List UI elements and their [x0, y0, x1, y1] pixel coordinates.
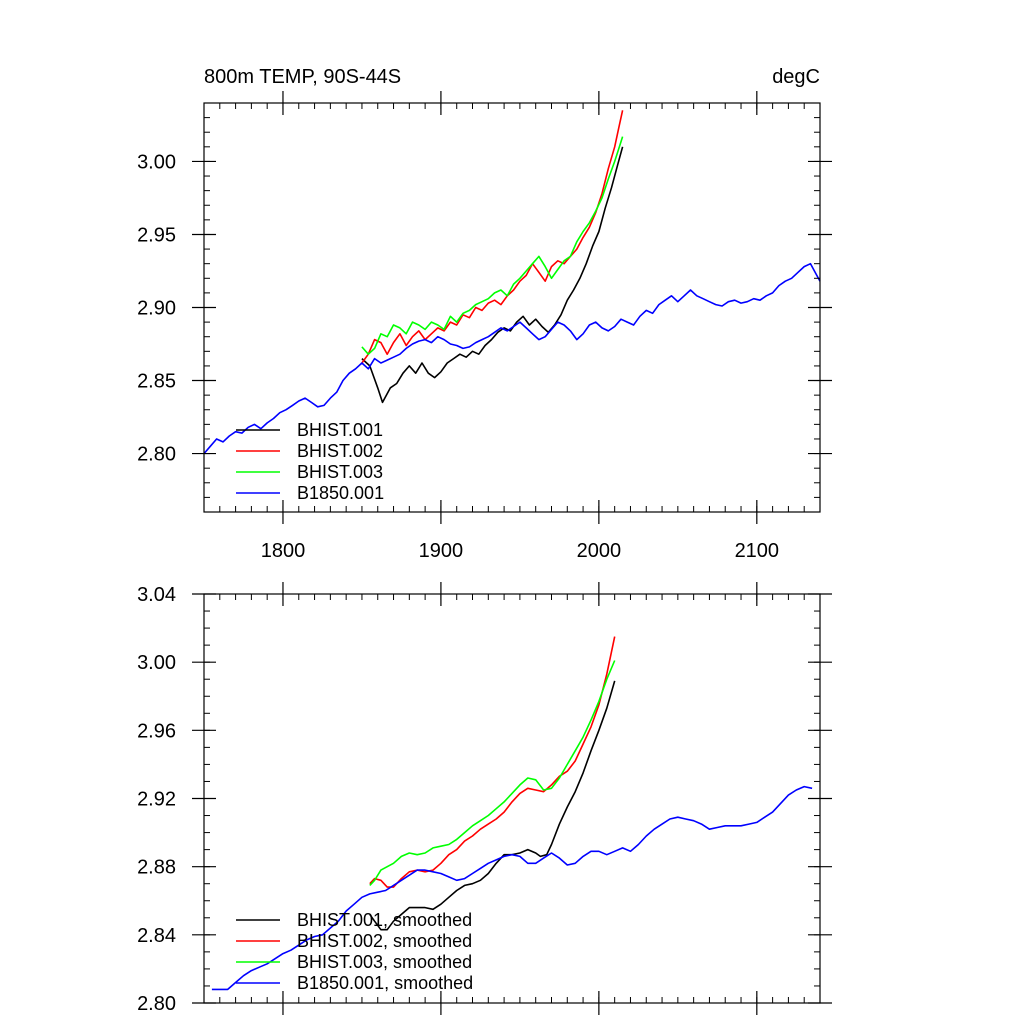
bottom-legend-label-3: BHIST.003, smoothed — [297, 952, 472, 972]
top-series-line-1 — [361, 146, 624, 404]
top-x-tick-label: 2100 — [735, 540, 780, 562]
bottom-axes: 2.80 2.84 2.88 2.92 2.96 3.00 3.04 — [137, 582, 832, 1015]
top-legend-label-4: B1850.001 — [297, 483, 384, 503]
top-panel: 800m TEMP, 90S-44S degC 2.80 2.85 2.90 2.95… — [137, 66, 832, 562]
top-legend-label-1: BHIST.001 — [297, 420, 383, 440]
bottom-series-group — [211, 636, 813, 991]
bottom-y-tick-label: 2.88 — [137, 857, 176, 879]
top-series-line-2 — [361, 110, 624, 364]
top-x-tick-label: 2000 — [577, 540, 622, 562]
bottom-series-line-2 — [369, 636, 616, 888]
bottom-series-line-4 — [211, 785, 813, 991]
top-series-line-4 — [203, 262, 821, 455]
top-y-tick-label: 2.90 — [137, 298, 176, 320]
top-x-tick-label: 1900 — [419, 540, 464, 562]
top-series-group — [203, 110, 821, 455]
bottom-panel: 2.80 2.84 2.88 2.92 2.96 3.00 3.04 BHIST.001, … — [137, 582, 832, 1015]
top-y-tick-label: 3.00 — [137, 151, 176, 173]
bottom-legend-label-2: BHIST.002, smoothed — [297, 931, 472, 951]
bottom-y-tick-label: 2.80 — [137, 993, 176, 1015]
bottom-y-tick-label: 2.84 — [137, 925, 176, 947]
top-title-left: 800m TEMP, 90S-44S — [204, 66, 401, 88]
top-title-right: degC — [772, 66, 820, 88]
top-axes: 2.80 2.85 2.90 2.95 3.00 1800 1900 2000 2100 — [137, 91, 832, 562]
bottom-legend-label-4: B1850.001, smoothed — [297, 973, 473, 993]
top-legend-label-2: BHIST.002 — [297, 441, 383, 461]
top-series-line-3 — [361, 136, 624, 355]
top-legend-label-3: BHIST.003 — [297, 462, 383, 482]
bottom-y-tick-label: 3.00 — [137, 652, 176, 674]
bottom-legend-label-1: BHIST.001, smoothed — [297, 910, 472, 930]
top-y-tick-label: 2.80 — [137, 444, 176, 466]
bottom-y-tick-label: 2.92 — [137, 789, 176, 811]
top-y-tick-label: 2.95 — [137, 224, 176, 246]
bottom-series-line-1 — [369, 680, 616, 931]
bottom-y-tick-label: 3.04 — [137, 584, 176, 606]
bottom-y-tick-label: 2.96 — [137, 720, 176, 742]
top-x-tick-label: 1800 — [261, 540, 306, 562]
top-y-tick-label: 2.85 — [137, 371, 176, 393]
bottom-series-line-3 — [369, 660, 616, 886]
